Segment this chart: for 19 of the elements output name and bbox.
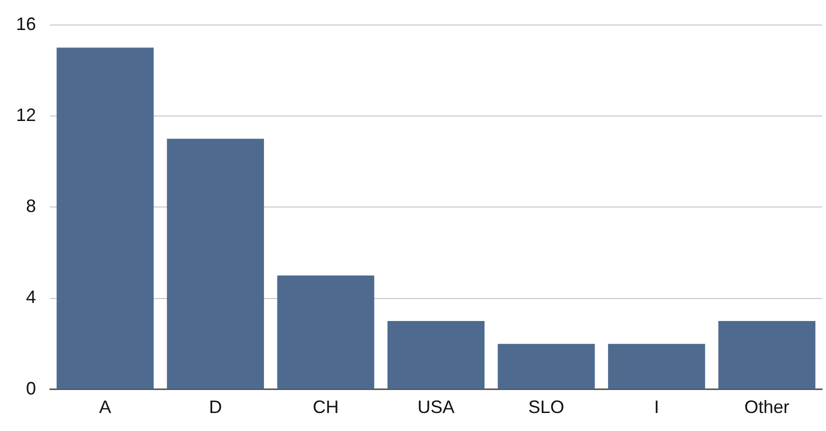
y-tick-label: 16 <box>16 14 36 34</box>
bar <box>387 321 485 389</box>
x-tick-label: USA <box>418 397 455 418</box>
y-tick-label: 8 <box>26 196 36 216</box>
x-tick-label: Other <box>744 397 790 418</box>
x-tick-label: D <box>208 397 222 418</box>
y-tick-label: 4 <box>26 287 36 308</box>
x-tick-label: SLO <box>528 397 564 418</box>
x-tick-label: A <box>99 397 112 418</box>
bar <box>166 138 264 389</box>
bar <box>277 275 374 389</box>
bar <box>498 344 595 389</box>
bar <box>56 48 154 389</box>
y-tick-label: 12 <box>16 104 36 125</box>
x-tick-label: CH <box>312 397 339 418</box>
bar <box>608 344 706 389</box>
x-tick-label: I <box>654 397 660 418</box>
y-tick-label: 0 <box>26 378 36 398</box>
bar <box>718 321 816 389</box>
